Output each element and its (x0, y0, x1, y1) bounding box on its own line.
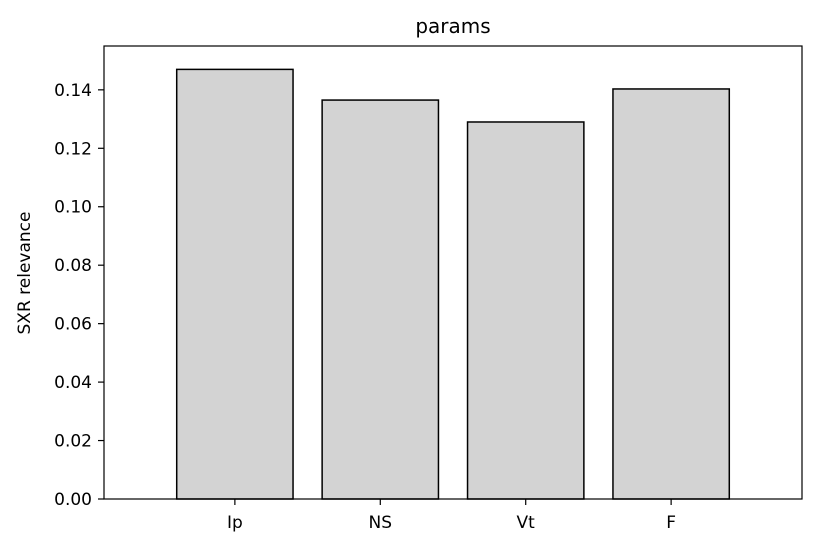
x-tick-label: NS (369, 513, 393, 533)
y-axis-ticks: 0.00 0.02 0.04 0.06 0.08 0.10 0.12 0.14 (54, 81, 104, 510)
y-tick-label: 0.00 (54, 490, 92, 510)
y-tick-label: 0.08 (54, 256, 92, 276)
bar-ns (321, 99, 440, 500)
bars-group (175, 68, 731, 500)
y-tick-label: 0.10 (54, 198, 92, 218)
x-tick-label: Ip (227, 513, 243, 533)
y-tick-label: 0.12 (54, 139, 92, 159)
y-axis-label: SXR relevance (15, 212, 35, 335)
x-tick-label: Vt (517, 513, 536, 533)
plot-frame (103, 45, 803, 500)
y-tick-label: 0.02 (54, 432, 92, 452)
y-tick-label: 0.06 (54, 315, 92, 335)
bar-vt (466, 121, 585, 500)
x-axis-ticks: Ip NS Vt F (227, 499, 676, 533)
y-tick-label: 0.04 (54, 373, 92, 393)
x-tick-label: F (666, 513, 676, 533)
chart-title: params (415, 14, 490, 38)
y-tick-label: 0.14 (54, 81, 92, 101)
bar-ip (175, 68, 294, 500)
bar-f (612, 88, 731, 500)
